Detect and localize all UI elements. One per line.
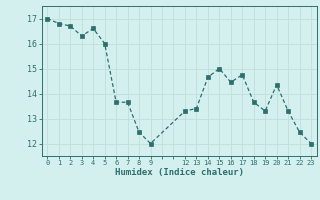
X-axis label: Humidex (Indice chaleur): Humidex (Indice chaleur) xyxy=(115,168,244,177)
